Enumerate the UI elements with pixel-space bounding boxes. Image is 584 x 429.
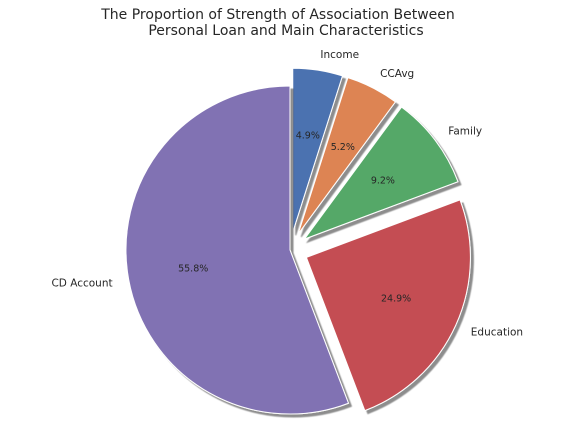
category-label-family: Family: [448, 125, 482, 137]
pie-slice-education: [305, 199, 471, 412]
pct-label-education: 24.9%: [381, 293, 411, 304]
pie-labels: 4.9% Income 5.2% CCAvg 9.2% Family 24.9% Educat…: [51, 49, 523, 339]
pie-slice-family: [302, 106, 459, 241]
pct-label-cd-account: 55.8%: [178, 263, 208, 274]
pie-slices: [125, 67, 471, 415]
category-label-ccavg: CCAvg: [380, 68, 414, 80]
pie-slice-ccavg: [297, 77, 397, 235]
pct-label-ccavg: 5.2%: [331, 142, 355, 153]
pie-slice-income: [292, 67, 344, 233]
category-label-cd-account: CD Account: [51, 278, 112, 290]
chart-title-line-2: Personal Loan and Main Characteristics: [148, 23, 423, 39]
pct-label-family: 9.2%: [371, 175, 395, 186]
chart-title-line-1: The Proportion of Strength of Associatio…: [100, 7, 455, 23]
category-label-education: Education: [471, 327, 523, 339]
pie-slice-cd-account: [125, 85, 350, 415]
category-label-income: Income: [320, 49, 359, 61]
pct-label-income: 4.9%: [296, 131, 320, 142]
